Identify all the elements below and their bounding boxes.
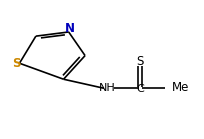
Text: S: S (12, 57, 21, 70)
Text: NH: NH (99, 83, 115, 93)
Text: C: C (136, 84, 144, 94)
Text: N: N (64, 22, 74, 35)
Text: S: S (136, 55, 143, 68)
Text: Me: Me (171, 81, 188, 94)
